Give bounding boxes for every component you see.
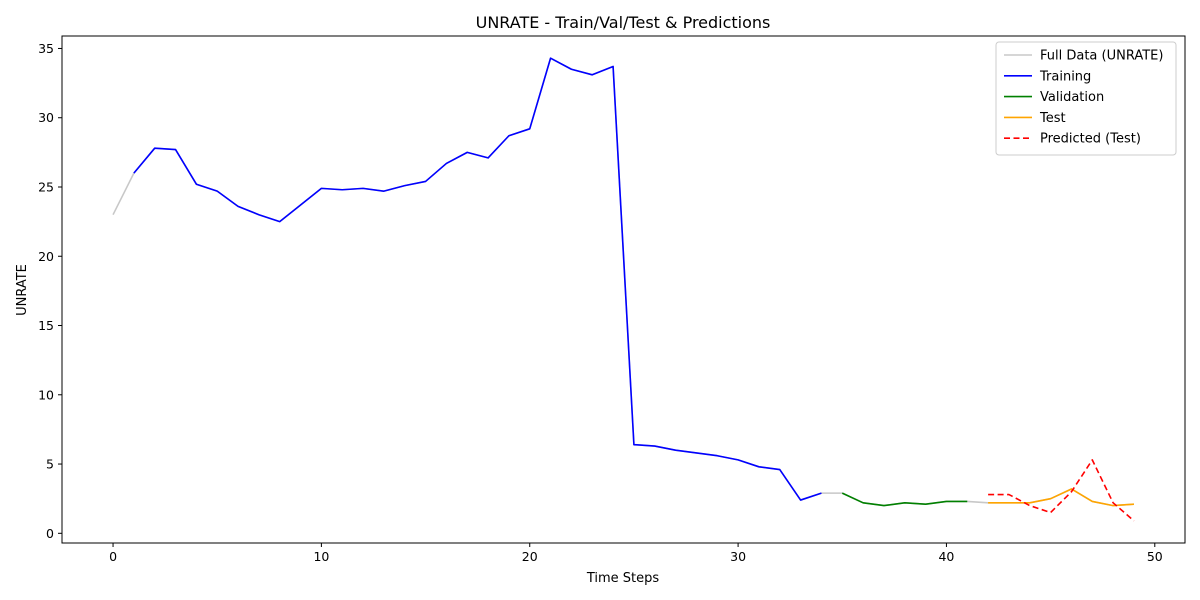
x-axis-label: Time Steps <box>586 571 660 586</box>
x-tick-label: 30 <box>730 549 746 564</box>
x-tick-label: 20 <box>522 549 538 564</box>
y-axis-label: UNRATE <box>15 264 30 316</box>
x-tick-label: 40 <box>938 549 954 564</box>
legend-label: Training <box>1039 69 1091 84</box>
series-line-test <box>988 488 1135 507</box>
series-line-predicted-test <box>988 459 1135 522</box>
y-tick-label: 20 <box>38 249 54 264</box>
y-tick-label: 10 <box>38 387 54 402</box>
x-tick-label: 50 <box>1147 549 1163 564</box>
y-axis: 0 5 10 15 20 25 30 35 <box>38 41 62 541</box>
y-tick-label: 15 <box>38 318 54 333</box>
plot-frame <box>61 35 1186 544</box>
x-tick-label: 0 <box>109 549 117 564</box>
chart-title: UNRATE - Train/Val/Test & Predictions <box>476 13 771 32</box>
series-line-training <box>133 57 822 501</box>
legend: Full Data (UNRATE) Training Validation Test… <box>995 41 1177 156</box>
legend-box <box>995 41 1177 156</box>
y-tick-label: 5 <box>46 457 54 472</box>
series-line-validation <box>841 492 968 507</box>
y-tick-label: 0 <box>46 526 54 541</box>
legend-label: Full Data (UNRATE) <box>1040 49 1163 64</box>
y-tick-label: 35 <box>38 41 54 56</box>
x-axis: 0 10 20 30 40 50 <box>109 543 1163 564</box>
y-tick-label: 25 <box>38 179 54 194</box>
x-tick-label: 10 <box>313 549 329 564</box>
legend-label: Validation <box>1040 90 1104 105</box>
y-tick-label: 30 <box>38 110 54 125</box>
series-lines <box>112 57 1135 522</box>
legend-label: Test <box>1039 111 1066 126</box>
legend-label: Predicted (Test) <box>1040 132 1141 147</box>
